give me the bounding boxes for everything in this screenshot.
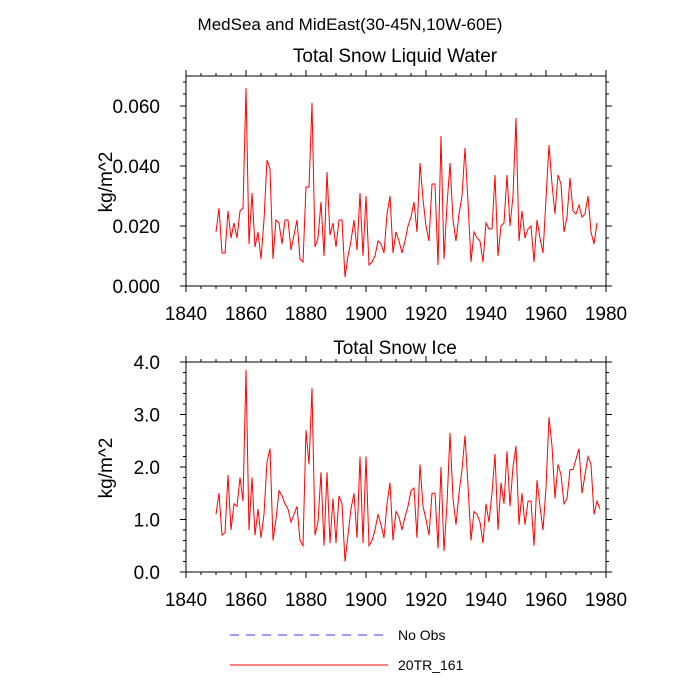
x-tick-label: 1960 xyxy=(525,304,567,325)
tick-labels: 1840 1860 1880 1900 1920 1940 1960 1980 0.0 1.0 2.… xyxy=(134,353,628,611)
y-tick-label: 1.0 xyxy=(134,511,160,532)
figure-title: MedSea and MidEast(30-45N,10W-60E) xyxy=(198,15,503,34)
x-tick-label: 1860 xyxy=(225,304,267,325)
panel-title: Total Snow Liquid Water xyxy=(293,46,498,67)
legend-label-no-obs: No Obs xyxy=(398,627,445,643)
x-tick-label: 1960 xyxy=(525,590,567,611)
y-axis-label: kg/m^2 xyxy=(96,438,117,499)
x-tick-label: 1920 xyxy=(405,304,447,325)
x-tick-label: 1980 xyxy=(585,304,627,325)
x-tick-label: 1900 xyxy=(345,590,387,611)
x-tick-label: 1920 xyxy=(405,590,447,611)
x-tick-label: 1940 xyxy=(465,304,507,325)
y-tick-label: 4.0 xyxy=(134,353,160,374)
x-tick-label: 1840 xyxy=(165,304,207,325)
plot-area xyxy=(215,87,598,278)
panel-title: Total Snow Ice xyxy=(333,338,457,359)
y-tick-label: 3.0 xyxy=(134,406,160,427)
x-tick-label: 1860 xyxy=(225,590,267,611)
y-tick-label: 0.000 xyxy=(112,277,160,298)
legend: No Obs 20TR_161 xyxy=(230,627,464,673)
plot-frame xyxy=(185,361,607,573)
x-tick-label: 1980 xyxy=(585,590,627,611)
y-tick-label: 2.0 xyxy=(134,458,160,479)
x-tick-label: 1900 xyxy=(345,304,387,325)
y-tick-label: 0.020 xyxy=(112,217,160,238)
y-tick-label: 0.040 xyxy=(112,157,160,178)
x-tick-label: 1840 xyxy=(165,590,207,611)
panel-snow-ice: Total Snow Ice kg/m^2 1840 1860 1880 1900 19… xyxy=(96,338,627,611)
tick-labels: 1840 1860 1880 1900 1920 1940 1960 1980 0.000 0.0… xyxy=(112,97,627,325)
plot-frame xyxy=(185,75,607,287)
y-tick-label: 0.0 xyxy=(134,563,160,584)
plot-area xyxy=(215,369,601,562)
legend-label-20tr-161: 20TR_161 xyxy=(398,657,464,673)
y-axis-label: kg/m^2 xyxy=(96,152,117,213)
series-line-20tr-161 xyxy=(215,87,598,278)
x-tick-label: 1880 xyxy=(285,590,327,611)
series-line-20tr-161 xyxy=(215,369,601,562)
panel-snow-liquid-water: Total Snow Liquid Water kg/m^2 1840 1860 1… xyxy=(96,46,627,325)
x-tick-label: 1940 xyxy=(465,590,507,611)
x-tick-label: 1880 xyxy=(285,304,327,325)
y-tick-label: 0.060 xyxy=(112,97,160,118)
